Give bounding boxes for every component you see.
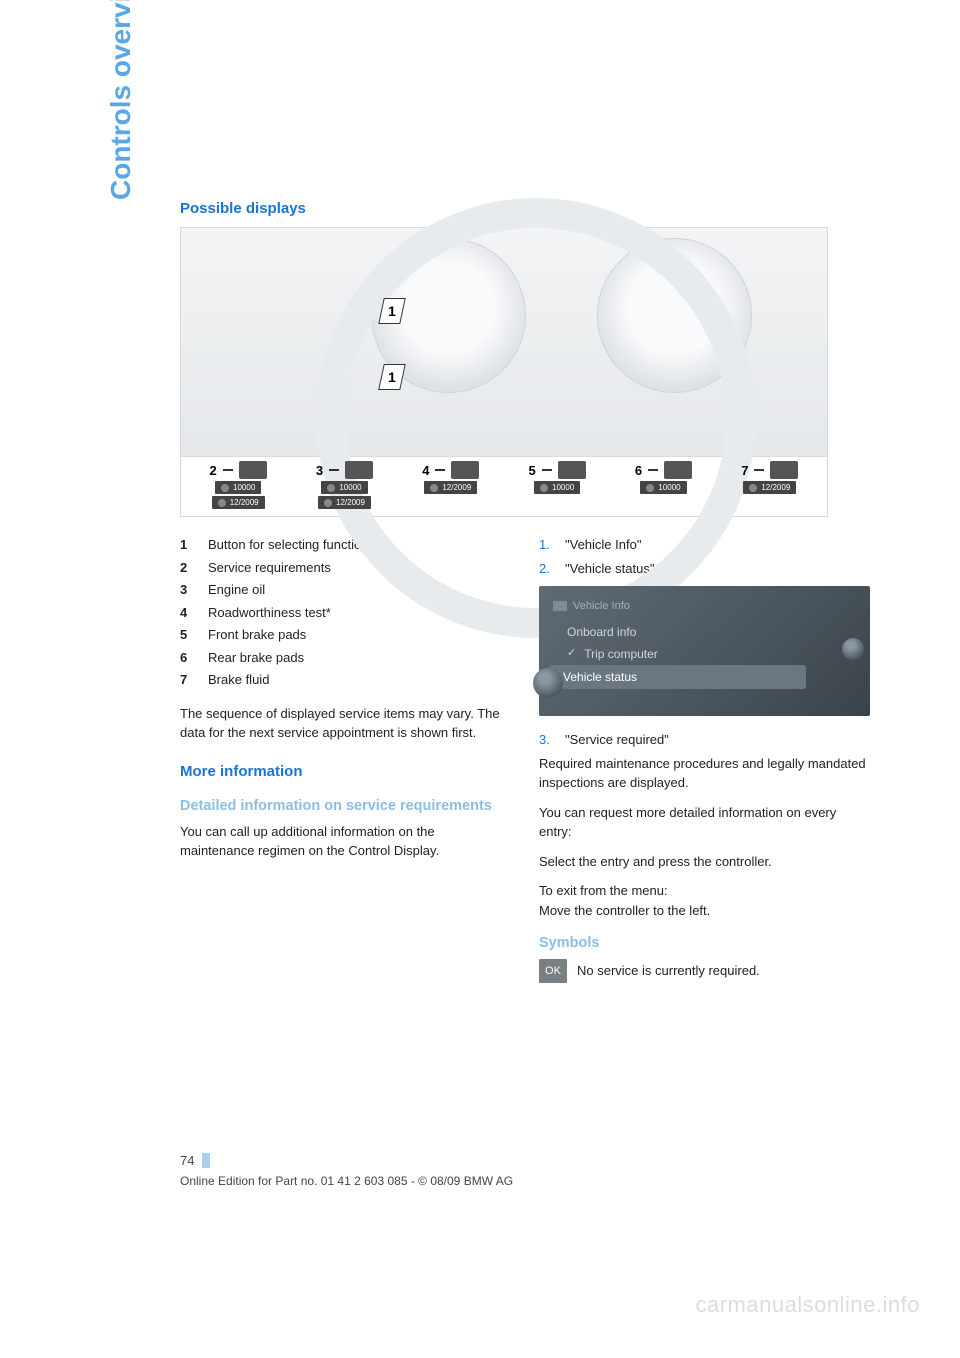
required-paragraph: Required maintenance procedures and lega… <box>539 754 870 793</box>
page: Controls overview Possible displays 1 1 … <box>0 0 960 1358</box>
step-3: 3."Service required" <box>539 730 870 750</box>
idrive-screenshot: Vehicle Info Onboard info ✓Trip computer… <box>539 586 870 716</box>
page-footer: 74 Online Edition for Part no. 01 41 2 6… <box>180 1153 513 1188</box>
exit-line-2: Move the controller to the left. <box>539 901 870 921</box>
heading-more-information: More information <box>180 761 511 784</box>
heading-detailed-info: Detailed information on service requirem… <box>180 797 511 816</box>
rear-brake-icon <box>664 461 692 479</box>
service-icon <box>239 461 267 479</box>
brake-fluid-icon <box>770 461 798 479</box>
dashboard-figure: 1 1 2 10000 12/2009 3 10000 12/2009 4 12… <box>180 227 828 517</box>
screenshot-row-onboard: Onboard info <box>553 621 856 643</box>
exit-line-1: To exit from the menu: <box>539 881 870 901</box>
dashboard-illustration: 1 1 <box>181 228 827 456</box>
car-icon <box>553 601 567 611</box>
screenshot-row-trip: ✓Trip computer <box>553 643 856 665</box>
sequence-paragraph: The sequence of displayed service items … <box>180 704 511 743</box>
oil-icon <box>345 461 373 479</box>
screenshot-header: Vehicle Info <box>553 598 856 615</box>
symbol-ok-row: OK No service is currently required. <box>539 959 870 983</box>
callout-1-up: 1 <box>378 298 406 324</box>
roadworthiness-icon <box>451 461 479 479</box>
footer-edition-line: Online Edition for Part no. 01 41 2 603 … <box>180 1174 513 1188</box>
right-column: 1."Vehicle Info" 2."Vehicle status" Vehi… <box>539 535 870 983</box>
strip-cell-3: 3 10000 12/2009 <box>291 461 397 509</box>
watermark: carmanualsonline.info <box>695 1292 920 1318</box>
ok-text: No service is currently required. <box>577 961 760 981</box>
strip-cell-6: 6 10000 <box>610 461 716 494</box>
controller-knob-icon <box>533 668 563 698</box>
legend-item: 6Rear brake pads <box>180 648 511 668</box>
strip-cell-7: 7 12/2009 <box>717 461 823 494</box>
strip-cell-4: 4 12/2009 <box>398 461 504 494</box>
heading-symbols: Symbols <box>539 934 870 953</box>
page-number: 74 <box>180 1153 210 1168</box>
legend-item: 5Front brake pads <box>180 625 511 645</box>
front-brake-icon <box>558 461 586 479</box>
screenshot-row-vehicle-status: Vehicle status <box>549 665 806 689</box>
legend-item: 7Brake fluid <box>180 670 511 690</box>
select-paragraph: Select the entry and press the controlle… <box>539 852 870 872</box>
section-side-title: Controls overview <box>105 0 137 200</box>
strip-cell-5: 5 10000 <box>504 461 610 494</box>
controller-knob-small-icon <box>842 638 864 660</box>
stalk-callouts: 1 1 <box>381 298 403 390</box>
detail-request-paragraph: You can request more detailed informatio… <box>539 803 870 842</box>
ok-badge-icon: OK <box>539 959 567 983</box>
callout-1-down: 1 <box>378 364 406 390</box>
check-icon: ✓ <box>567 645 576 662</box>
detailed-paragraph: You can call up additional information o… <box>180 822 511 861</box>
steering-wheel <box>316 198 756 638</box>
strip-cell-2: 2 10000 12/2009 <box>185 461 291 509</box>
